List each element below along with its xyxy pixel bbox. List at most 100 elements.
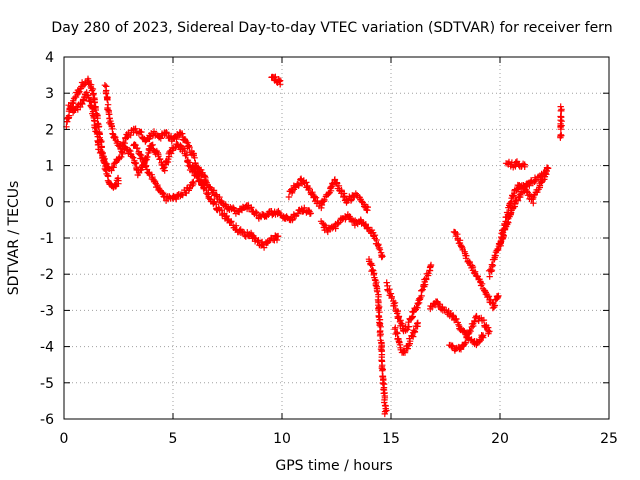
data-point <box>210 200 217 207</box>
data-point <box>127 132 134 139</box>
data-point <box>426 264 434 271</box>
data-point <box>453 315 460 323</box>
data-point <box>455 321 462 328</box>
data-point <box>179 130 186 137</box>
data-point <box>173 196 180 203</box>
data-point <box>207 184 214 192</box>
data-point <box>557 107 564 114</box>
data-point <box>538 179 545 186</box>
data-point <box>83 89 90 96</box>
data-point <box>133 145 140 152</box>
data-point <box>138 152 145 159</box>
data-point <box>143 166 151 173</box>
data-point <box>190 180 197 188</box>
data-point <box>182 152 189 159</box>
data-point <box>392 324 399 331</box>
data-point <box>478 280 486 287</box>
data-point <box>408 314 416 321</box>
data-point <box>480 316 488 324</box>
y-tick-label: 0 <box>45 195 54 211</box>
x-axis-label: GPS time / hours <box>275 458 392 474</box>
data-point <box>352 217 359 224</box>
data-point <box>513 186 521 193</box>
y-tick-label: -2 <box>40 267 54 283</box>
data-point <box>333 179 341 186</box>
chart-title: Day 280 of 2023, Sidereal Day-to-day VTE… <box>51 20 612 36</box>
data-point <box>149 141 156 148</box>
data-point <box>340 193 347 201</box>
data-point <box>149 173 156 181</box>
data-point <box>128 153 136 160</box>
data-point <box>534 188 541 196</box>
data-point <box>252 208 260 216</box>
data-point <box>88 104 96 111</box>
data-point <box>67 104 75 111</box>
data-point <box>509 193 517 200</box>
x-tick-label: 15 <box>382 431 400 447</box>
data-point <box>372 282 380 289</box>
data-point <box>498 235 505 243</box>
data-point <box>486 273 493 280</box>
data-point <box>462 339 469 347</box>
data-point <box>157 135 164 142</box>
data-point <box>223 212 230 220</box>
data-point <box>364 207 371 214</box>
data-point <box>464 334 471 341</box>
y-tick-label: -1 <box>40 231 54 247</box>
data-point <box>418 287 425 294</box>
data-point <box>101 155 108 163</box>
x-tick-label: 0 <box>60 431 69 447</box>
data-point <box>85 94 92 101</box>
data-point <box>541 171 549 178</box>
data-point <box>466 258 473 266</box>
data-point <box>491 302 499 309</box>
data-point <box>490 303 498 311</box>
data-point <box>507 199 514 207</box>
data-point <box>383 279 390 286</box>
data-point <box>189 179 196 186</box>
data-point <box>557 126 565 133</box>
data-point <box>255 237 262 244</box>
y-tick-label: -4 <box>40 340 54 356</box>
data-point <box>488 263 496 270</box>
data-point <box>494 293 502 301</box>
data-point <box>526 182 533 189</box>
data-point <box>142 162 150 169</box>
data-point <box>100 154 107 161</box>
data-point <box>80 96 87 104</box>
data-point <box>126 146 133 154</box>
data-point <box>393 329 400 336</box>
data-point <box>379 379 386 387</box>
data-point <box>289 215 296 223</box>
data-point <box>230 204 237 211</box>
data-point <box>104 96 111 104</box>
data-point <box>144 153 151 160</box>
data-point <box>383 407 390 414</box>
data-point <box>480 334 487 341</box>
x-tick-label: 10 <box>273 431 291 447</box>
data-point <box>248 204 255 211</box>
data-point <box>376 322 383 329</box>
data-point <box>401 349 409 356</box>
data-point <box>381 399 388 406</box>
data-point <box>102 90 110 97</box>
data-point <box>79 100 86 108</box>
data-point <box>129 154 137 161</box>
data-point <box>321 196 328 204</box>
axis-ticks: 0 5 10 15 20 25 -6 -5 -4 -3 -2 -1 0 1 2 3 4 <box>40 50 618 447</box>
data-point <box>306 185 313 192</box>
data-point <box>543 167 550 174</box>
data-point <box>118 153 125 161</box>
data-point <box>386 286 393 293</box>
data-point <box>324 228 331 236</box>
data-point <box>283 213 290 220</box>
data-point <box>216 193 223 201</box>
data-point <box>493 293 501 300</box>
data-point <box>521 161 528 168</box>
data-point <box>251 234 258 241</box>
data-point <box>92 125 99 132</box>
data-point <box>161 164 168 171</box>
data-point <box>367 261 374 268</box>
data-point <box>388 293 395 300</box>
